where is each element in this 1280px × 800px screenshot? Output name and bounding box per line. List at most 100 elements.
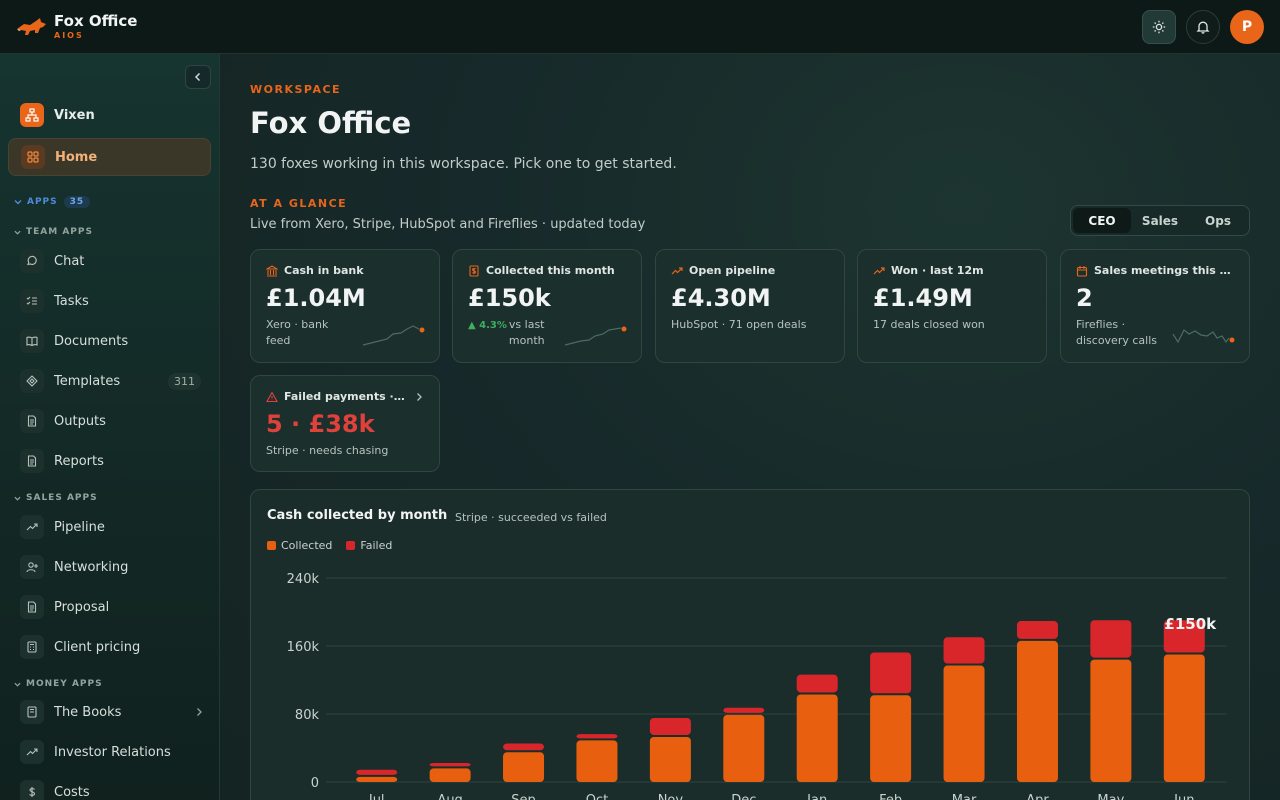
card-title: Cash in bank	[284, 264, 364, 277]
sidebar-item-outputs[interactable]: Outputs	[8, 402, 211, 440]
legend-label: Collected	[281, 539, 333, 552]
chevron-down-icon	[14, 682, 21, 687]
y-tick-label: 0	[311, 776, 319, 791]
user-plus-icon	[20, 555, 44, 579]
sidebar-item-costs[interactable]: Costs	[8, 773, 211, 800]
legend-item-collected[interactable]: Collected	[267, 539, 332, 552]
x-tick-label: May	[1097, 793, 1124, 800]
brand[interactable]: Fox Office AIOS	[16, 13, 137, 40]
chevron-left-icon	[194, 72, 201, 82]
bell-icon	[1196, 21, 1210, 34]
kpi-card-sales-meetings[interactable]: Sales meetings this … 2 Fireflies · disc…	[1060, 249, 1250, 363]
team-apps-section-toggle[interactable]: TEAM APPS	[14, 227, 93, 237]
ledger-icon	[20, 700, 44, 724]
chart-legend: Collected Failed	[267, 539, 392, 552]
bar-collected	[943, 665, 985, 782]
x-tick-label: Jun	[1173, 793, 1194, 800]
bar-failed	[1090, 620, 1132, 658]
x-tick-label: Jul	[368, 793, 385, 800]
sidebar-item-label: Investor Relations	[54, 744, 171, 760]
sidebar-item-pipeline[interactable]: Pipeline	[8, 508, 211, 546]
bar-collected	[429, 768, 471, 782]
notifications-button[interactable]	[1186, 10, 1220, 44]
chevron-right-icon	[417, 393, 422, 401]
bar-failed	[576, 734, 618, 739]
chevron-down-icon	[14, 200, 22, 205]
bar-collected	[1016, 640, 1058, 782]
bar-collected	[1163, 654, 1205, 782]
team-apps-label: TEAM APPS	[26, 227, 93, 237]
segment-sales[interactable]: Sales	[1141, 213, 1179, 228]
user-avatar[interactable]: P	[1230, 10, 1264, 44]
sidebar-item-vixen[interactable]: Vixen	[8, 96, 211, 134]
segment-ops[interactable]: Ops	[1205, 213, 1231, 228]
sidebar: Vixen Home APPS 35 TEAM APPS Chat Tasks …	[0, 54, 220, 800]
sidebar-item-label: Networking	[54, 559, 129, 575]
kpi-card-open-pipeline[interactable]: Open pipeline £4.30M HubSpot · 71 open d…	[655, 249, 845, 363]
x-tick-label: Sep	[511, 793, 536, 800]
y-tick-label: 160k	[287, 640, 320, 655]
sidebar-item-label: Client pricing	[54, 639, 141, 655]
calendar-icon	[1076, 265, 1088, 277]
kpi-card-won-last-12m[interactable]: Won · last 12m £1.49M 17 deals closed wo…	[857, 249, 1047, 363]
money-apps-label: MONEY APPS	[26, 679, 103, 689]
sidebar-item-label: Pipeline	[54, 519, 105, 535]
card-value: 5 · £38k	[266, 410, 375, 438]
page-subtitle: 130 foxes working in this workspace. Pic…	[250, 156, 677, 172]
card-subtext: HubSpot · 71 open deals	[671, 318, 807, 331]
trend-up-icon	[671, 266, 683, 274]
kpi-card-cash-in-bank[interactable]: Cash in bank £1.04M Xero · bank feed	[250, 249, 440, 363]
money-apps-section-toggle[interactable]: MONEY APPS	[14, 679, 103, 689]
sidebar-item-templates[interactable]: Templates 311	[8, 362, 211, 400]
sidebar-item-home[interactable]: Home	[8, 138, 211, 176]
bar-collected	[723, 714, 765, 782]
x-tick-label: Feb	[879, 793, 902, 800]
bar-value-label: £150k	[1164, 615, 1217, 633]
book-icon	[20, 329, 44, 353]
sidebar-item-reports[interactable]: Reports	[8, 442, 211, 480]
chart-subtitle: Stripe · succeeded vs failed	[455, 511, 607, 524]
card-value: £4.30M	[671, 284, 771, 312]
card-delta: ▲ 4.3%	[468, 320, 507, 331]
sales-apps-label: SALES APPS	[26, 493, 98, 503]
card-title: Sales meetings this …	[1094, 264, 1231, 277]
theme-toggle-button[interactable]	[1142, 10, 1176, 44]
role-segmented-control: CEO Sales Ops	[1070, 205, 1250, 236]
sidebar-item-label: Reports	[54, 453, 104, 469]
templates-count-badge: 311	[168, 372, 201, 390]
checklist-icon	[20, 289, 44, 313]
sidebar-item-the-books[interactable]: The Books	[8, 693, 211, 731]
cash-collected-chart: Cash collected by month Stripe · succeed…	[250, 489, 1250, 800]
sidebar-item-client-pricing[interactable]: Client pricing	[8, 628, 211, 666]
card-subtext: vs last month	[508, 318, 545, 347]
x-tick-label: Nov	[658, 793, 684, 800]
apps-section-toggle[interactable]: APPS 35	[14, 196, 91, 208]
sparkline	[564, 326, 627, 346]
sidebar-item-networking[interactable]: Networking	[8, 548, 211, 586]
sidebar-item-tasks[interactable]: Tasks	[8, 282, 211, 320]
kpi-card-failed-payments[interactable]: Failed payments ·… 5 · £38k Stripe · nee…	[250, 375, 440, 472]
y-tick-label: 80k	[295, 708, 320, 723]
legend-item-failed[interactable]: Failed	[346, 539, 392, 552]
sparkline	[362, 325, 425, 346]
bar-collected	[796, 694, 838, 782]
sidebar-item-label: Chat	[54, 253, 85, 269]
file-icon	[20, 595, 44, 619]
segment-ceo[interactable]: CEO	[1073, 208, 1131, 233]
glance-subtitle: Live from Xero, Stripe, HubSpot and Fire…	[250, 217, 646, 232]
workspace-eyebrow: WORKSPACE	[250, 83, 342, 96]
sidebar-item-documents[interactable]: Documents	[8, 322, 211, 360]
collapse-sidebar-button[interactable]	[185, 65, 211, 89]
chat-bubble-icon	[20, 249, 44, 273]
sidebar-item-chat[interactable]: Chat	[8, 242, 211, 280]
template-icon	[20, 369, 44, 393]
sales-apps-section-toggle[interactable]: SALES APPS	[14, 493, 98, 503]
sidebar-item-investor-relations[interactable]: Investor Relations	[8, 733, 211, 771]
card-title: Open pipeline	[689, 264, 776, 277]
bar-collected	[356, 776, 398, 782]
x-tick-label: Jan	[806, 793, 827, 800]
x-tick-label: Oct	[586, 793, 608, 800]
sidebar-item-proposal[interactable]: Proposal	[8, 588, 211, 626]
sidebar-item-label: Costs	[54, 784, 90, 800]
kpi-card-collected-this-month[interactable]: Collected this month £150k ▲ 4.3% vs las…	[452, 249, 642, 363]
